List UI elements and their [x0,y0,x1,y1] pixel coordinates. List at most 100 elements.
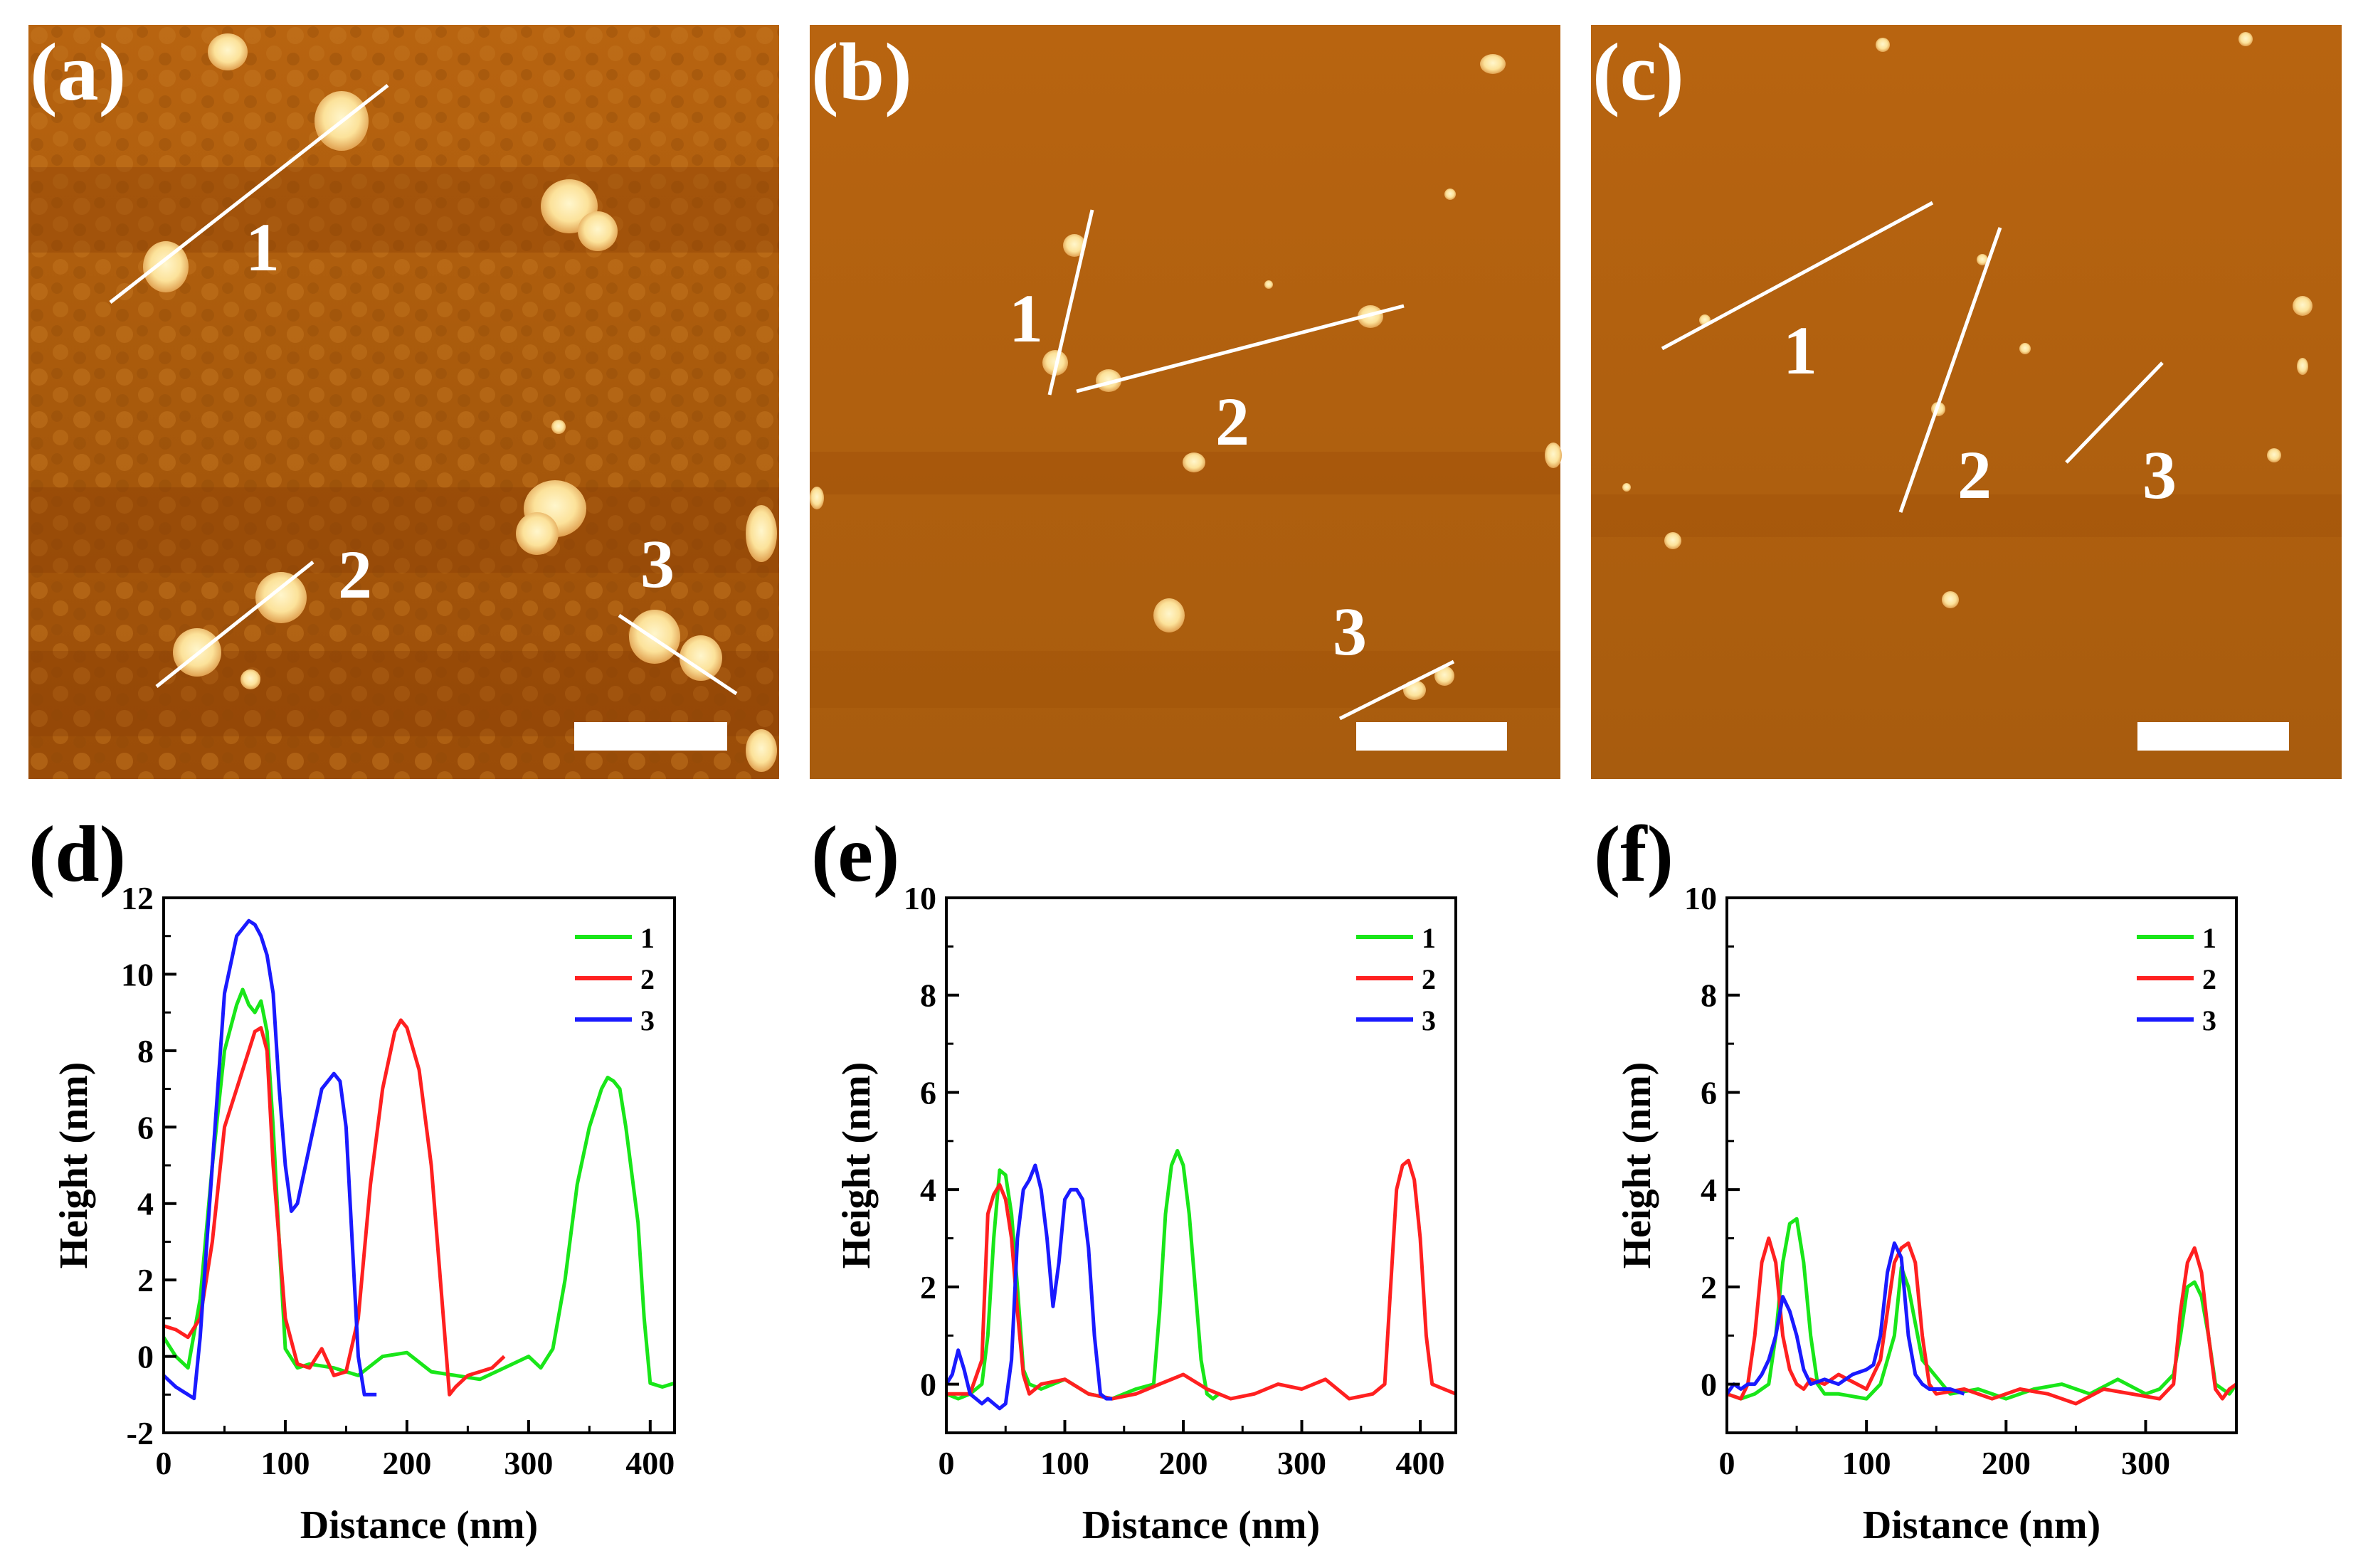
y-tick-label: 6 [920,1074,936,1111]
series-line-1 [946,1149,1220,1401]
particle [1434,666,1454,686]
x-tick-label: 0 [156,1445,172,1481]
x-axis-label: Distance (nm) [300,1503,538,1547]
profile-line-3 [618,613,738,696]
y-tick-label: 6 [1701,1074,1717,1111]
afm-dark-band [28,167,779,253]
x-tick-label: 400 [625,1445,675,1481]
line-label-3: 3 [640,526,675,602]
plot-frame [945,896,1457,1434]
particle [1063,234,1086,257]
y-tick-label: 10 [121,956,154,992]
chart-e: (e) 0 100 200 300 400 0 2 4 6 8 10 Distance (nm) Heig… [811,810,1457,1547]
x-tick-label: 200 [1982,1445,2031,1481]
series-line-2 [1726,1236,2238,1406]
scale-bar [1356,722,1507,751]
x-tick-label: 100 [260,1445,310,1481]
panel-label-a: (a) [30,27,126,118]
legend-label-3: 3 [2202,1005,2216,1037]
y-axis-label: Height (nm) [1615,1062,1659,1269]
legend-label-1: 1 [2202,922,2216,954]
y-tick-label: 0 [920,1367,936,1403]
afm-particles [810,54,1562,700]
particle [578,211,618,251]
particle [143,241,189,292]
x-axis-label: Distance (nm) [1082,1503,1320,1547]
y-tick-label: 8 [920,978,936,1014]
line-label-1: 1 [1783,312,1817,388]
particle [208,33,248,70]
legend-label-2: 2 [640,963,655,995]
line-label-1: 1 [1009,280,1043,356]
x-tick-label: 0 [1719,1445,1735,1481]
particle [1183,452,1205,472]
panel-label-d: (d) [28,810,126,899]
particle [1358,305,1383,328]
y-tick-label: 0 [137,1339,154,1375]
particle [1876,38,1890,52]
particle [629,610,680,664]
legend-label-3: 3 [640,1005,655,1037]
y-tick-label: 6 [137,1109,154,1145]
series-line-2 [163,1018,506,1397]
x-tick-label: 0 [939,1445,955,1481]
particle [1444,189,1456,200]
particle [1664,532,1681,549]
x-tick-label: 100 [1842,1445,1891,1481]
particle [2238,32,2253,46]
y-axis-label: Height (nm) [52,1062,96,1269]
line-label-2: 2 [1215,383,1249,460]
particle [551,420,566,434]
profile-line-2 [1076,304,1405,393]
chart-f: (f) 0 100 200 300 0 2 4 6 8 10 Distance (nm) Height … [1594,810,2238,1547]
panel-label-e: (e) [811,810,899,899]
x-tick-label: 100 [1040,1445,1089,1481]
particle [2297,358,2308,375]
panel-label-f: (f) [1594,810,1674,899]
particle [1153,598,1185,632]
line-label-2: 2 [1957,437,1992,513]
particle [2019,343,2031,354]
profile-line-3 [1338,659,1455,721]
line-label-3: 3 [1333,593,1367,669]
particle [1545,443,1562,468]
profile-line-2 [1898,227,2002,513]
y-tick-label: -2 [127,1415,154,1451]
x-tick-label: 300 [504,1445,553,1481]
y-tick-label: 4 [920,1172,936,1208]
legend-label-3: 3 [1422,1005,1436,1037]
particle [516,512,559,555]
series-line-3 [162,918,377,1401]
y-tick-label: 2 [1701,1269,1717,1305]
particle [746,505,777,562]
series-line-1 [1726,1217,2238,1401]
x-tick-label: 300 [2121,1445,2170,1481]
y-tick-label: 10 [1684,880,1717,916]
panel-label-c: (c) [1592,27,1684,118]
particle [1942,591,1959,608]
afm-image-b: 1 2 3 (b) [810,25,1562,779]
x-tick-label: 200 [382,1445,431,1481]
particle [810,487,824,509]
x-axis-label: Distance (nm) [1863,1503,2100,1547]
line-label-2: 2 [338,536,372,613]
y-tick-label: 0 [1701,1367,1717,1403]
particle [1264,280,1273,289]
particle [1977,254,1988,265]
afm-background [810,25,1560,779]
plot-frame [1725,896,2238,1434]
legend-label-1: 1 [1422,922,1436,954]
profile-line-2 [155,561,314,688]
particle [2293,296,2312,316]
afm-particles [1622,32,2312,608]
particle [680,635,722,681]
legend-label-2: 2 [1422,963,1436,995]
particle [240,669,260,689]
x-tick-label: 200 [1159,1445,1208,1481]
series-line-3 [1725,1241,1965,1396]
y-tick-label: 8 [137,1033,154,1069]
particle [2267,448,2281,462]
y-tick-label: 8 [1701,978,1717,1014]
